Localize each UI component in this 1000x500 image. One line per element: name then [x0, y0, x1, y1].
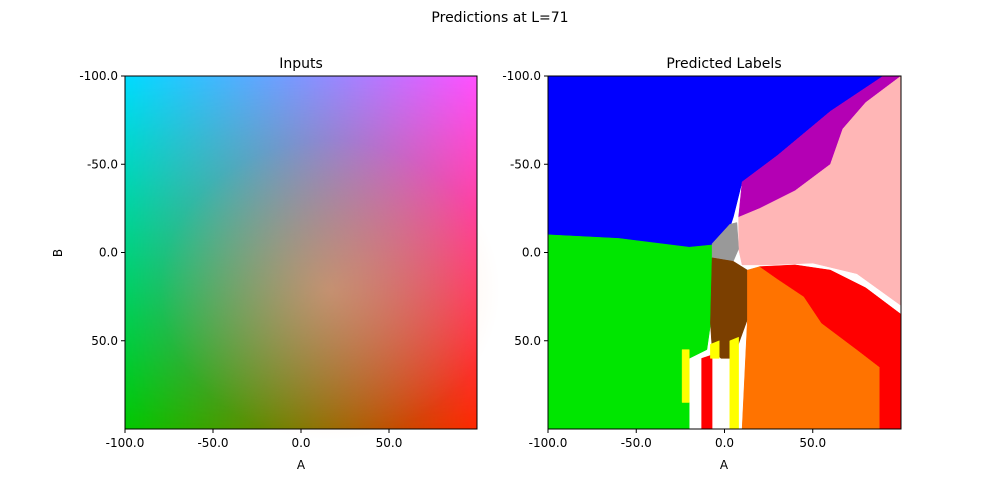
inputs-y-label: B [51, 249, 65, 257]
predicted-y-tick-label: 0.0 [522, 246, 541, 260]
inputs-x-ticks: -100.0 -50.0 0.0 50.0 [106, 429, 403, 450]
inputs-y-tick-label: -100.0 [79, 69, 118, 83]
inputs-y-ticks: -100.0 -50.0 0.0 50.0 [79, 69, 125, 348]
inputs-x-tick-label: -100.0 [106, 436, 145, 450]
predicted-x-tick-label: 50.0 [799, 436, 826, 450]
inputs-y-tick-label: 0.0 [99, 246, 118, 260]
region-yellow [729, 336, 739, 429]
predicted-x-ticks: -100.0 -50.0 0.0 50.0 [529, 429, 826, 450]
inputs-axes: Inputs -100.0 -50.0 0.0 50.0 -100.0 -50.0 0.0… [51, 56, 500, 472]
predicted-axes: Predicted Labels -100.0 -50.0 0.0 50.0 -100… [502, 56, 902, 472]
inputs-image [125, 76, 500, 440]
predicted-x-label: A [720, 458, 729, 472]
inputs-x-tick-label: -50.0 [197, 436, 228, 450]
inputs-y-tick-label: -50.0 [87, 157, 118, 171]
predicted-title: Predicted Labels [666, 56, 781, 72]
predicted-y-tick-label: -50.0 [510, 157, 541, 171]
figure-title: Predictions at L=71 [431, 10, 568, 26]
inputs-x-tick-label: 0.0 [291, 436, 310, 450]
predicted-y-tick-label: 50.0 [514, 334, 541, 348]
inputs-x-tick-label: 50.0 [376, 436, 403, 450]
predicted-regions [548, 76, 901, 429]
region-red [701, 354, 713, 429]
inputs-y-tick-label: 50.0 [91, 334, 118, 348]
region-yellow [710, 340, 720, 359]
inputs-title: Inputs [279, 56, 323, 72]
predicted-x-tick-label: -50.0 [621, 436, 652, 450]
region-yellow [681, 349, 690, 403]
region-pink [738, 76, 901, 306]
inputs-x-label: A [297, 458, 306, 472]
predicted-y-ticks: -100.0 -50.0 0.0 50.0 [502, 69, 548, 348]
region-red [759, 264, 901, 429]
predicted-x-tick-label: -100.0 [529, 436, 568, 450]
predicted-y-tick-label: -100.0 [502, 69, 541, 83]
inputs-image-highlight [160, 140, 500, 440]
predicted-x-tick-label: 0.0 [715, 436, 734, 450]
